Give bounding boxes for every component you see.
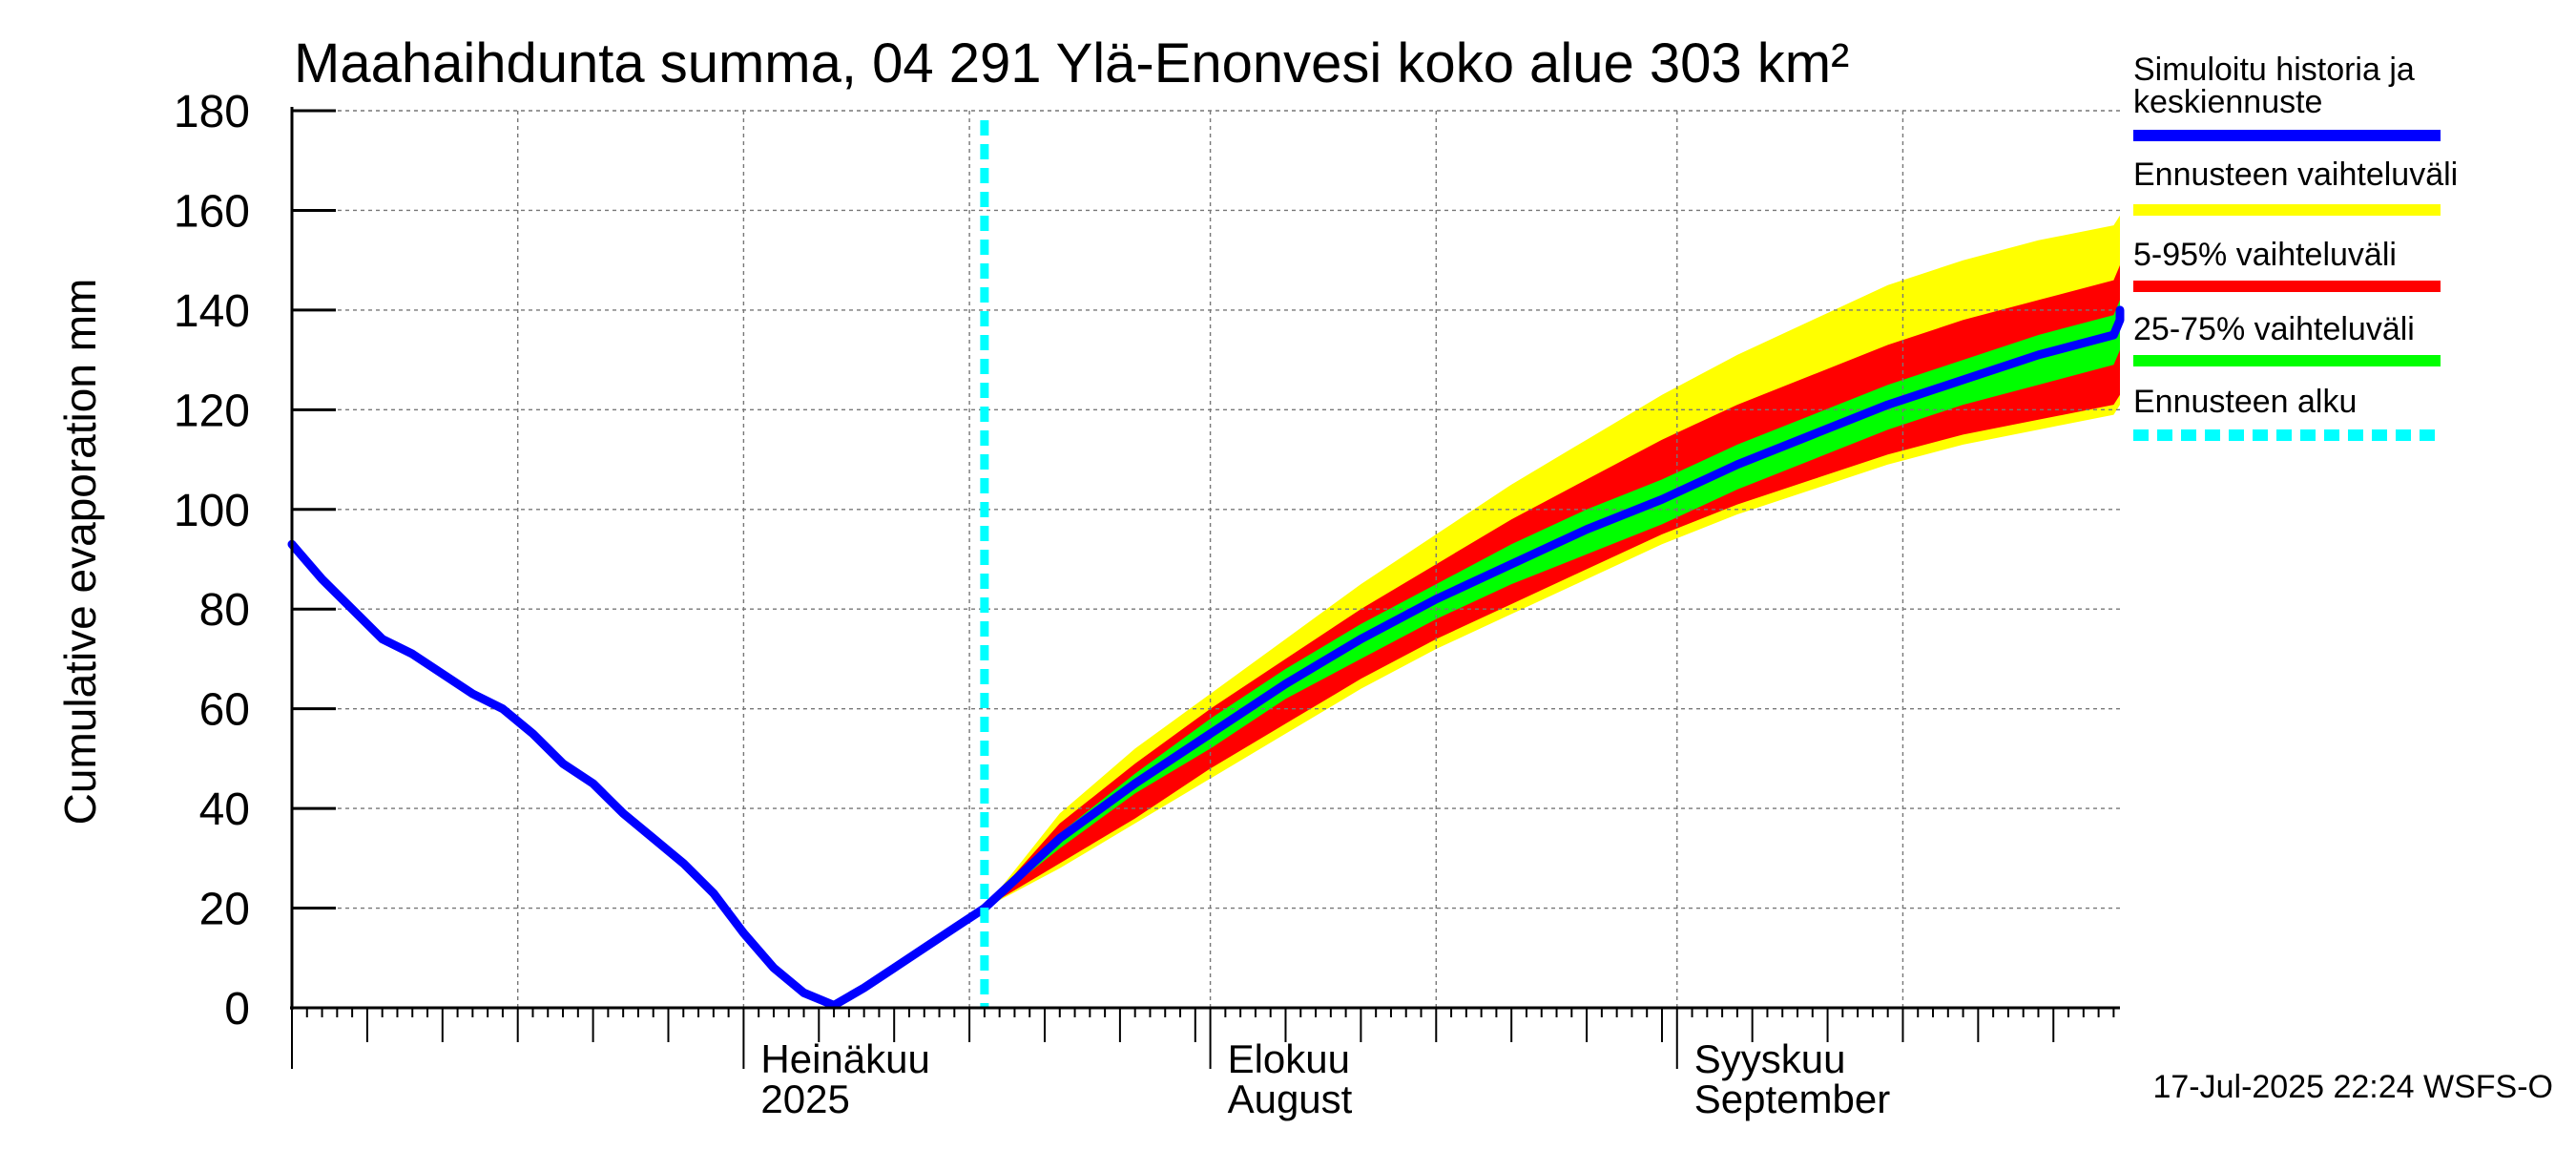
y-tick-label: 180 (174, 87, 250, 137)
y-tick-label: 120 (174, 386, 250, 436)
y-tick-label: 20 (199, 885, 250, 935)
y-tick-label: 60 (199, 685, 250, 736)
legend-label: 25-75% vaihteluväli (2133, 311, 2415, 347)
x-month-sublabel: 2025 (760, 1077, 849, 1121)
series-line-1 (980, 305, 2125, 913)
x-month-label: Syyskuu (1694, 1036, 1846, 1081)
y-tick-label: 160 (174, 186, 250, 237)
x-month-sublabel: August (1228, 1077, 1353, 1121)
y-axis-label: Cumulative evaporation mm (55, 279, 105, 826)
legend-label: Ennusteen vaihteluväli (2133, 157, 2458, 193)
chart-title: Maahaihdunta summa, 04 291 Ylä-Enonvesi … (294, 32, 1849, 94)
x-month-label: Heinäkuu (760, 1036, 929, 1081)
y-tick-label: 0 (224, 984, 250, 1035)
legend-label-line: keskiennuste (2133, 84, 2322, 120)
band-2 (984, 290, 2120, 909)
y-tick-label: 140 (174, 286, 250, 337)
legend-label: 5-95% vaihteluväli (2133, 237, 2397, 273)
y-tick-label: 80 (199, 585, 250, 636)
legend: Simuloitu historia ja keskiennuste Ennuste… (2133, 52, 2458, 441)
timestamp-label: 17-Jul-2025 22:24 WSFS-O (2152, 1069, 2553, 1105)
y-tick-label: 40 (199, 784, 250, 835)
forecast-bands (984, 210, 2120, 909)
legend-label: Simuloitu historia ja keskiennuste (2133, 52, 2415, 120)
x-month-sublabel: September (1694, 1077, 1890, 1121)
x-month-label: Elokuu (1228, 1036, 1350, 1081)
series-line-0 (287, 539, 989, 1010)
y-tick-label: 100 (174, 486, 250, 536)
legend-label: Ennusteen alku (2133, 384, 2357, 420)
series-lines (287, 120, 2125, 1010)
legend-label-line: Simuloitu historia ja (2133, 52, 2415, 88)
